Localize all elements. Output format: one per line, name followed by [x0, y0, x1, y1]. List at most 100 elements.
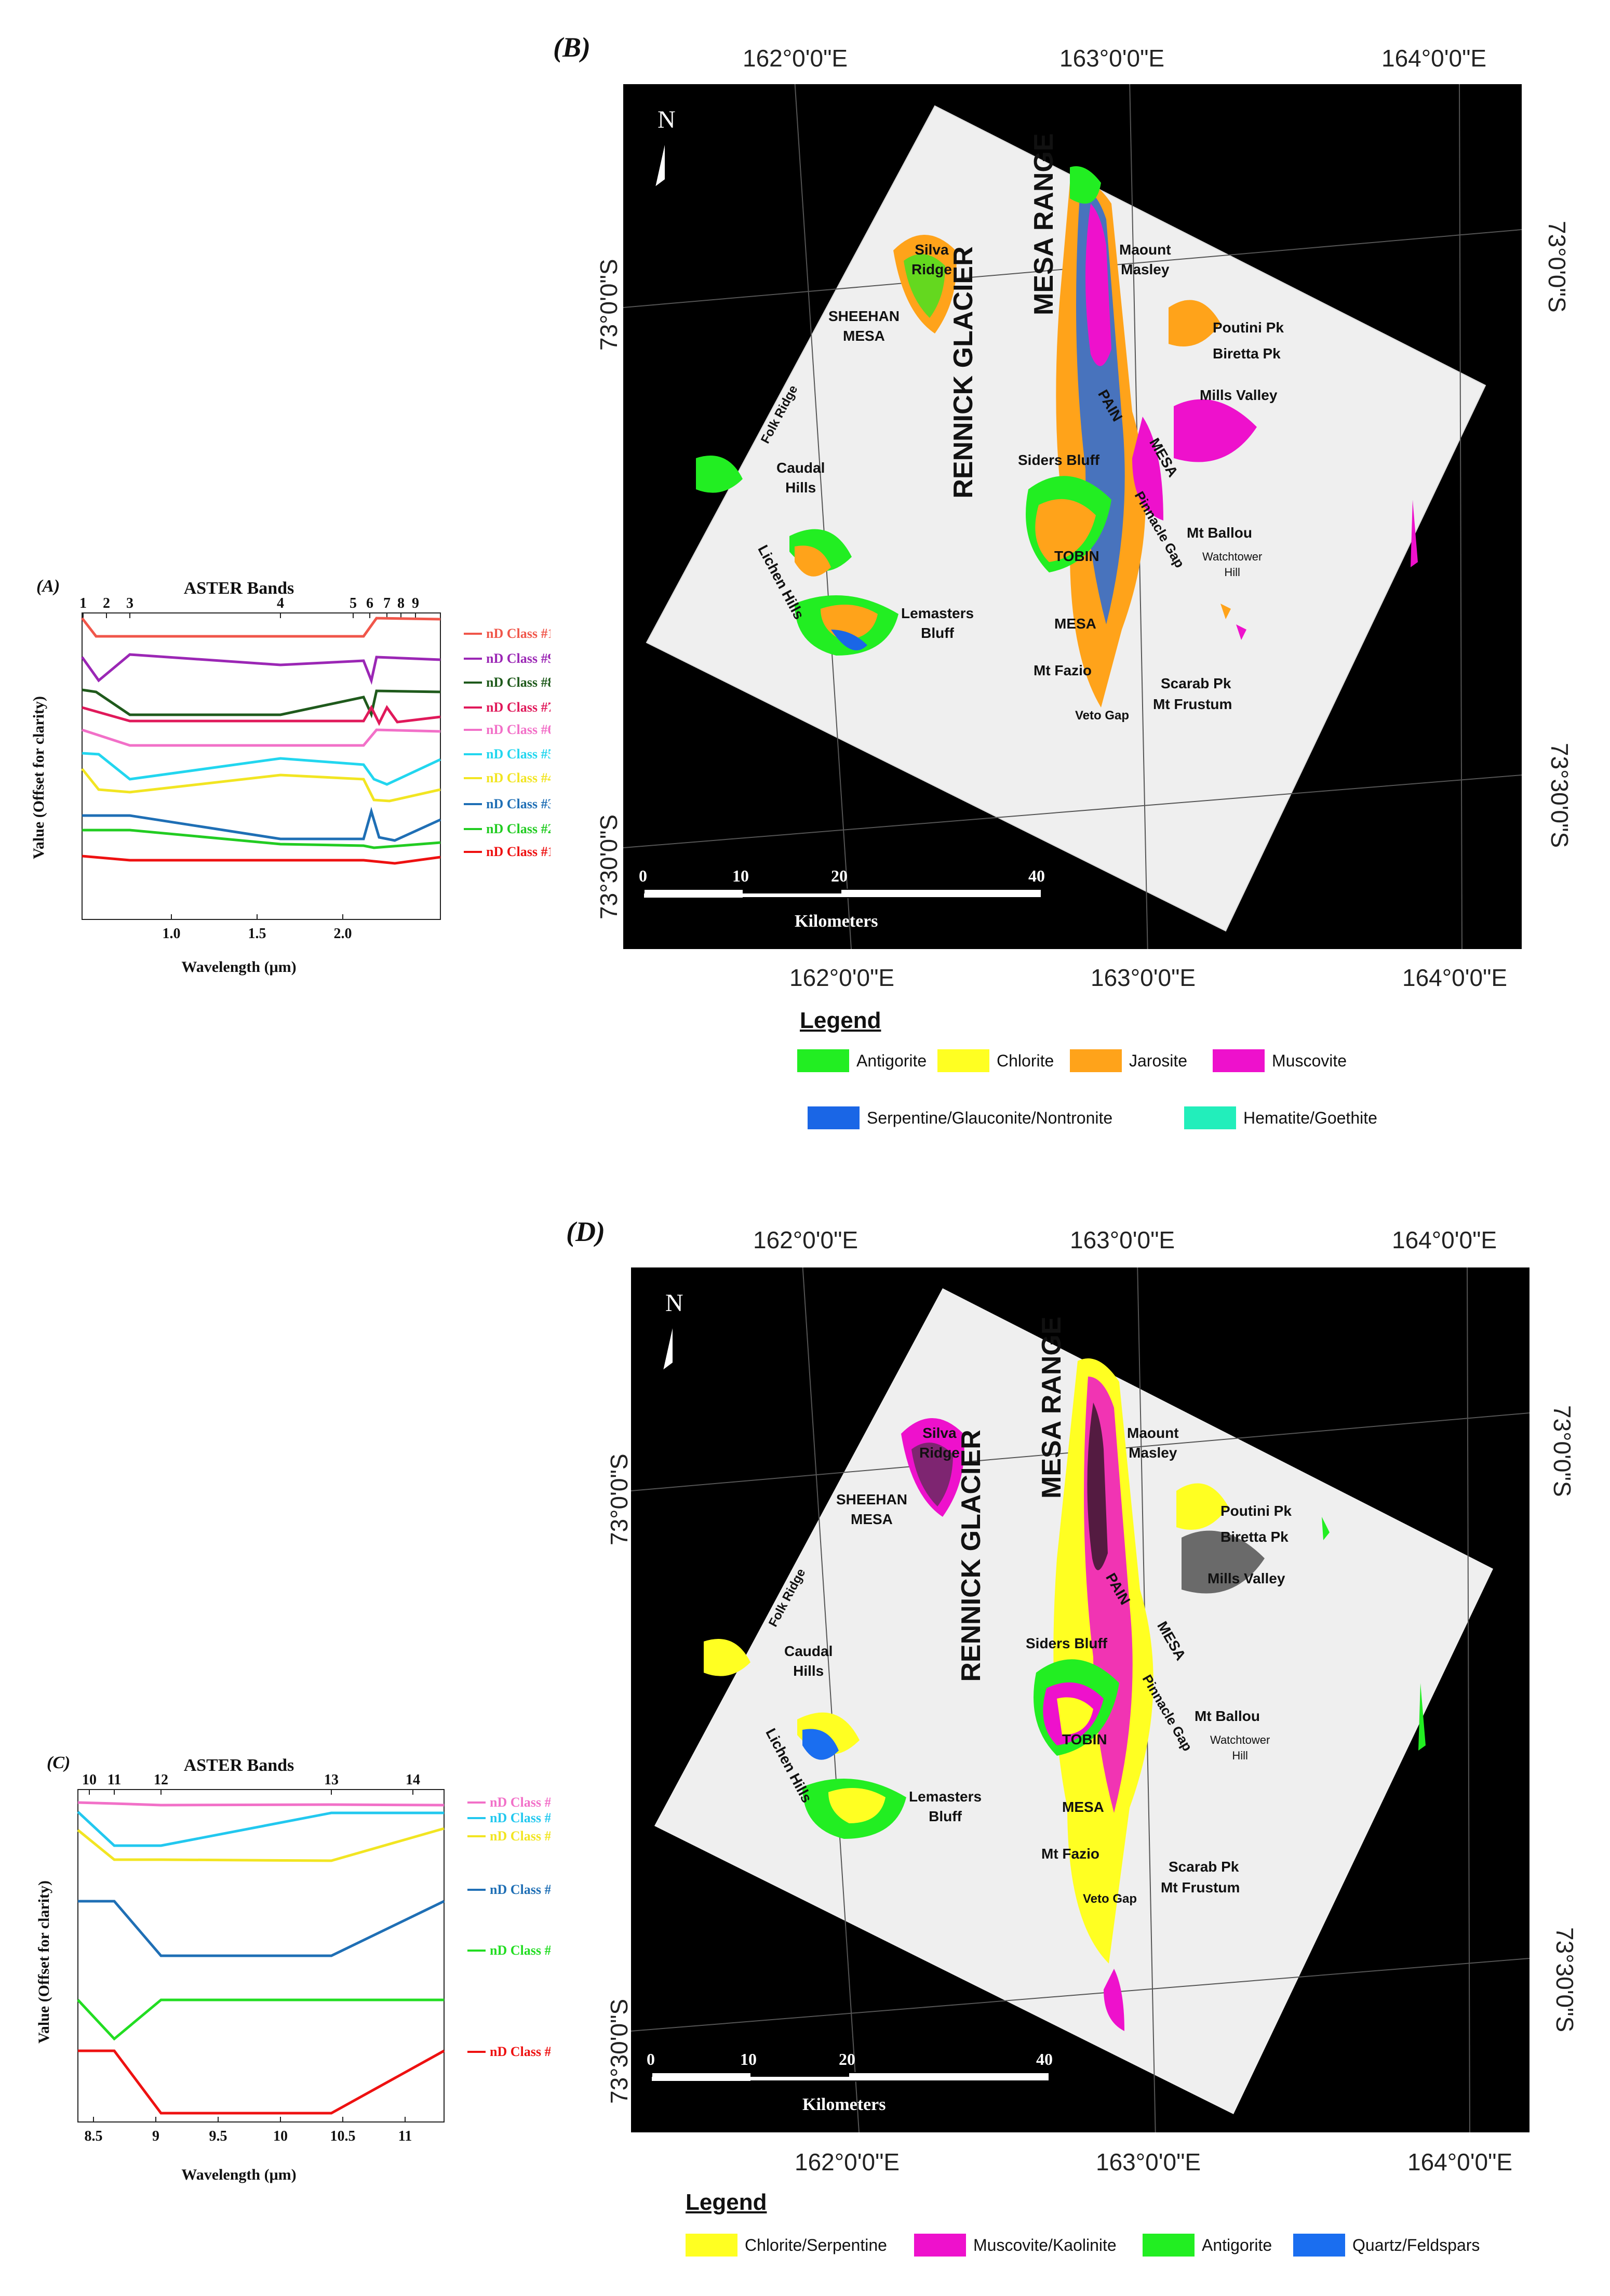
legend-b-item: Muscovite	[1213, 1049, 1347, 1072]
panel-b-bottom-coord-1: 162°0'0"E	[789, 964, 895, 991]
panel-a-ylabel: Value (Offset for clarity)	[30, 696, 47, 860]
legend-d-swatch	[1143, 2234, 1195, 2257]
panel-a-class-curve	[81, 768, 441, 803]
map-b-mills-valley: Mills Valley	[1200, 387, 1278, 403]
panel-b-left-coord-2: 73°30'0"S	[595, 814, 622, 919]
map-b-north-arrow-icon	[653, 141, 677, 190]
map-d-caudal-hills: Caudal Hills	[784, 1643, 833, 1679]
panel-b-top-coord-3: 164°0'0"E	[1381, 45, 1487, 72]
panel-a-band-tick-label: 3	[126, 595, 133, 611]
map-d-sheehan-mesa: SHEEHAN MESA	[836, 1491, 907, 1527]
panel-c-x-tick-label: 9	[152, 2128, 159, 2144]
legend-b-label: Jarosite	[1129, 1051, 1188, 1070]
map-d-maount-masley: Maount Masley	[1127, 1425, 1179, 1461]
panel-c-band-tick-label: 12	[154, 1772, 168, 1788]
legend-b-item: Jarosite	[1070, 1049, 1187, 1072]
panel-c-class-curve	[77, 1801, 445, 1807]
panel-b-legend: Antigorite Chlorite Jarosite Muscovite S…	[797, 1049, 1472, 1138]
panel-c-band-tick-label: 14	[406, 1772, 420, 1788]
map-b-biretta-pk: Biretta Pk	[1213, 345, 1281, 362]
map-d-mesa-range: MESA RANGE	[1037, 1316, 1067, 1499]
panel-a-x-tick-label: 1.5	[248, 926, 266, 942]
panel-d-map: N 0 10 20 40 Kilometers Silva Ridge SHEE…	[630, 1262, 1530, 2141]
legend-b-label: Serpentine/Glauconite/Nontronite	[867, 1108, 1113, 1127]
panel-c-xlabel: Wavelength (μm)	[181, 2166, 297, 2183]
legend-d-label: Chlorite/Serpentine	[745, 2235, 887, 2254]
map-d-scale-tick-40: 40	[1036, 2050, 1053, 2068]
legend-b-item: Chlorite	[937, 1049, 1054, 1072]
panel-a-legend-label: nD Class #7	[486, 700, 551, 715]
panel-a-legend-label: nD Class #3	[486, 796, 551, 811]
map-d-scarab-pk: Scarab Pk	[1169, 1859, 1239, 1875]
map-b-mt-ballou: Mt Ballou	[1187, 525, 1252, 541]
panel-a-band-tick-label: 8	[397, 595, 405, 611]
map-b-veto-gap: Veto Gap	[1075, 709, 1130, 723]
map-b-silva-ridge: Silva Ridge	[911, 242, 952, 277]
panel-d-bottom-coord-1: 162°0'0"E	[795, 2148, 900, 2175]
panel-d-right-coord-2: 73°30'0"S	[1551, 1927, 1578, 2033]
map-b-maount-masley: Maount Masley	[1119, 242, 1171, 277]
map-d-watchtower-hill: Watchtower Hill	[1210, 1733, 1270, 1762]
map-b-tobin: TOBIN	[1054, 548, 1099, 564]
panel-b-label: (B)	[553, 32, 591, 63]
legend-b-label: Muscovite	[1272, 1051, 1347, 1070]
map-b-scale-tick-0: 0	[639, 866, 647, 885]
panel-a-legend-label: nD Class #5	[486, 746, 551, 762]
legend-b-item: Serpentine/Glauconite/Nontronite	[808, 1106, 1112, 1129]
map-b-scale-tick-10: 10	[732, 866, 749, 885]
panel-d-legend: Chlorite/Serpentine Muscovite/Kaolinite …	[686, 2234, 1517, 2265]
panel-d-top-coord-2: 163°0'0"E	[1070, 1226, 1175, 1253]
panel-c-ylabel: Value (Offset for clarity)	[35, 1880, 52, 2044]
legend-b-label: Antigorite	[856, 1051, 927, 1070]
panel-d-top-coord-1: 162°0'0"E	[753, 1226, 858, 1253]
panel-a-legend-label: nD Class #9	[486, 651, 551, 666]
map-d-mineral-patches	[704, 1358, 1426, 2031]
panel-c-legend-label: nD Class #4	[490, 1828, 551, 1844]
panel-a-legend-label: nD Class #1	[486, 844, 551, 859]
panel-c-x-tick-label: 8.5	[85, 2128, 103, 2144]
panel-c-class-curve	[78, 2049, 445, 2115]
panel-a-xlabel: Wavelength (μm)	[181, 958, 297, 976]
map-b-mesa-range: MESA RANGE	[1029, 133, 1059, 315]
panel-b-map-svg: N 0 10 20 40 Kilometers	[623, 78, 1522, 957]
panel-b-legend-title: Legend	[800, 1008, 881, 1033]
map-d-mt-fazio: Mt Fazio	[1041, 1846, 1099, 1862]
panel-a-band-tick-label: 4	[277, 595, 284, 611]
map-d-biretta-pk: Biretta Pk	[1220, 1529, 1289, 1545]
panel-a-band-tick-label: 6	[366, 595, 373, 611]
map-b-scale-unit: Kilometers	[795, 912, 878, 931]
panel-a-legend-label: nD Class #4	[486, 770, 551, 785]
panel-a-legend-label: nD Class #10	[486, 626, 551, 641]
panel-d-label: (D)	[566, 1216, 605, 1247]
map-d-veto-gap: Veto Gap	[1083, 1892, 1137, 1906]
panel-a-class-curve	[82, 688, 441, 718]
map-d-siders-bluff: Siders Bluff	[1026, 1635, 1108, 1651]
panel-b-map: N 0 10 20 40 Kilometers Silva Ridge SHEE…	[623, 78, 1522, 957]
map-b-mineral-patches	[696, 166, 1418, 708]
panel-c-class-curve	[77, 1827, 445, 1862]
map-b-mt-frustum: Mt Frustum	[1153, 696, 1232, 712]
map-b-siders-bluff: Siders Bluff	[1018, 452, 1100, 468]
panel-c-x-tick-label: 10.5	[330, 2128, 356, 2144]
map-d-mesa2: MESA	[1062, 1799, 1104, 1815]
legend-b-item: Hematite/Goethite	[1184, 1106, 1377, 1129]
panel-c-title: ASTER Bands	[183, 1756, 294, 1775]
map-b-sheehan-mesa: SHEEHAN MESA	[828, 308, 900, 344]
panel-c-x-tick-label: 11	[398, 2128, 412, 2144]
map-d-north-label: N	[665, 1289, 683, 1317]
map-d-tobin: TOBIN	[1062, 1731, 1107, 1747]
panel-d-bottom-coord-3: 164°0'0"E	[1407, 2148, 1513, 2175]
panel-a-legend-label: nD Class #6	[486, 722, 551, 737]
panel-c-band-tick-label: 13	[324, 1772, 339, 1788]
legend-b-label: Chlorite	[997, 1051, 1054, 1070]
panel-c-x-tick-label: 10	[273, 2128, 288, 2144]
panel-a-class-curve	[81, 617, 441, 638]
map-b-scale-bar	[643, 889, 1042, 898]
panel-c-band-tick-label: 10	[82, 1772, 97, 1788]
map-d-mills-valley: Mills Valley	[1208, 1570, 1285, 1586]
panel-c-legend-label: nD Class #6	[490, 1795, 551, 1810]
map-d-scale-tick-20: 20	[839, 2050, 855, 2068]
panel-a-class-curve	[82, 752, 441, 786]
legend-b-swatch	[937, 1049, 989, 1072]
